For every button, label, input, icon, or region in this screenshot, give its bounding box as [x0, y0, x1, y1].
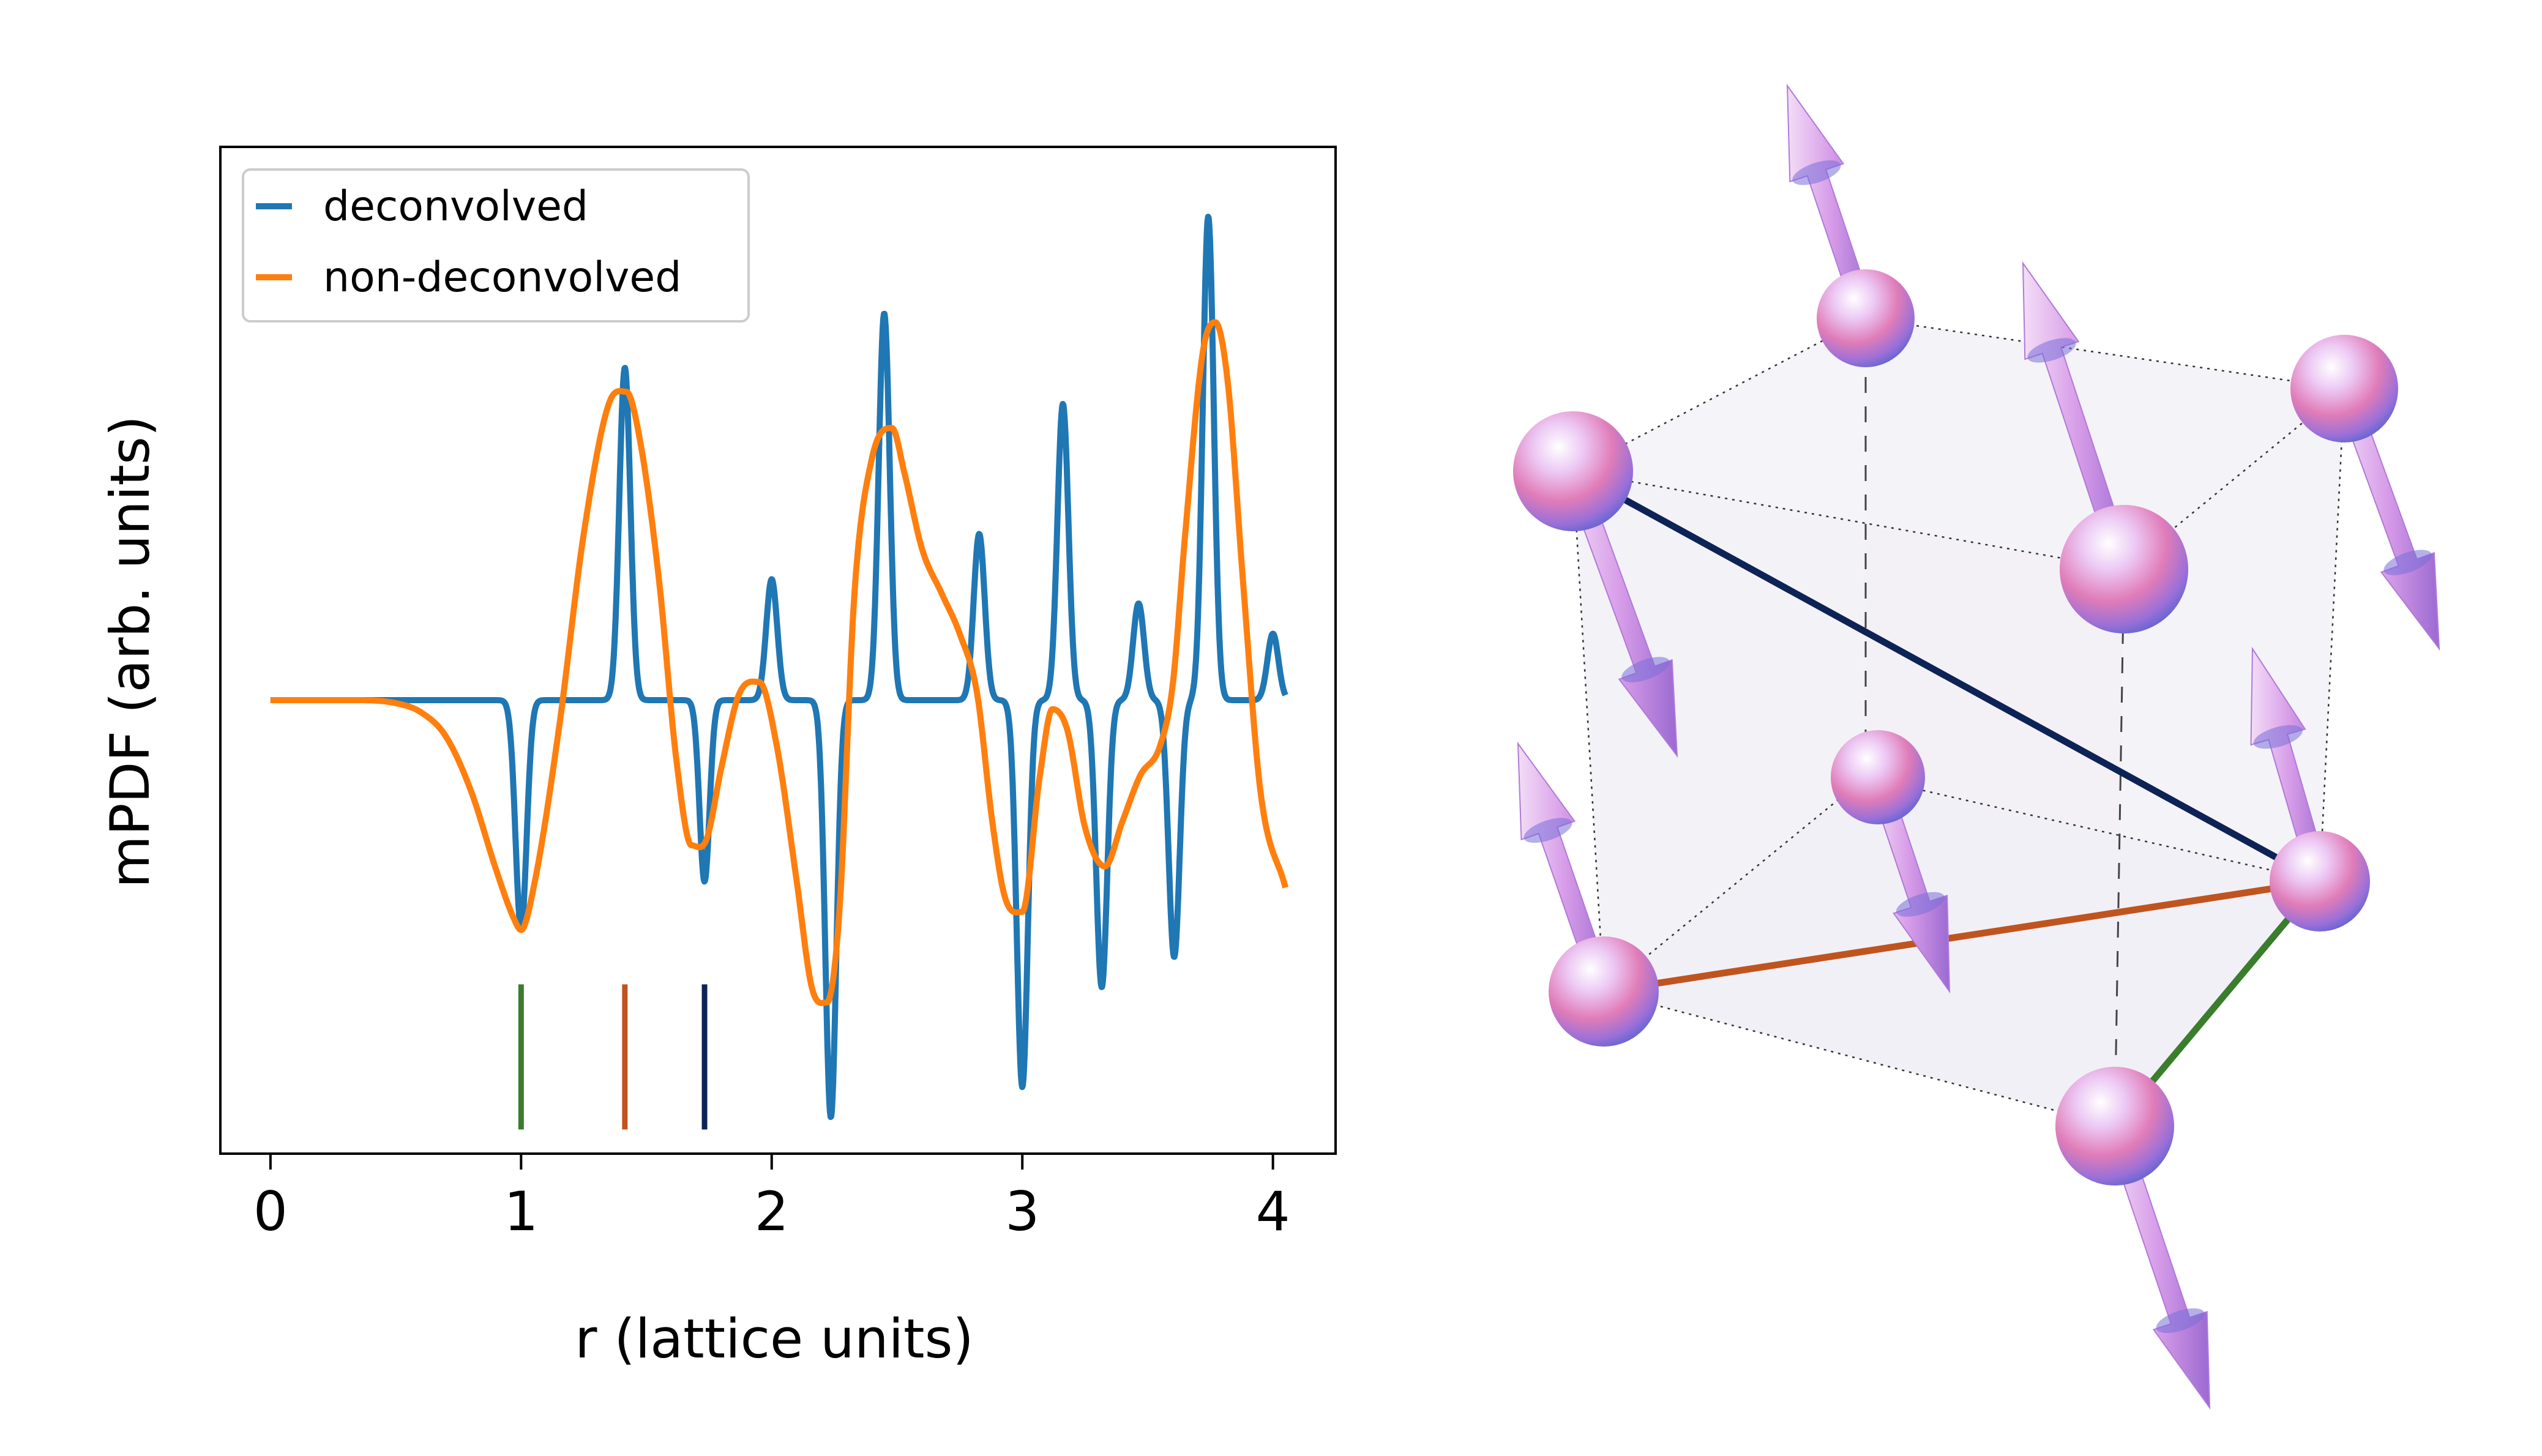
- legend: deconvolved non-deconvolved: [242, 168, 750, 323]
- x-tick-label: 1: [504, 1180, 538, 1243]
- arrow-head-base: [2383, 550, 2432, 575]
- atom-left-top: [1513, 411, 1633, 531]
- arrow-head-base: [2253, 725, 2303, 749]
- arrow-head-base: [2156, 1308, 2205, 1334]
- mpdf-chart: 0 1 2 3 4 r (lattice units) mPDF (arb. units…: [99, 146, 1337, 1370]
- legend-box: [242, 168, 750, 323]
- x-tick-label: 4: [1256, 1180, 1290, 1243]
- legend-label-non-deconvolved: non-deconvolved: [323, 253, 681, 302]
- atom-left-bottom: [1549, 936, 1659, 1047]
- cube-hidden-edges: [1864, 318, 2125, 1127]
- third-neighbor-bond: [1569, 468, 2323, 885]
- spin-lattice-diagram: [1513, 83, 2440, 1410]
- series-line-deconvolved: [267, 214, 1288, 1121]
- x-tick-label: 0: [253, 1180, 288, 1243]
- second-neighbor-bond: [1600, 878, 2323, 995]
- arrow-head-base: [2027, 338, 2076, 363]
- atom-back-top: [1817, 269, 1915, 367]
- atom-front-top: [2060, 505, 2188, 633]
- legend-label-deconvolved: deconvolved: [323, 182, 588, 231]
- atom-front-bottom: [2055, 1067, 2174, 1185]
- atom-right-top: [2290, 335, 2398, 442]
- atom-right-bottom: [2270, 831, 2370, 931]
- y-axis-label: mPDF (arb. units): [99, 416, 162, 888]
- x-axis-label: r (lattice units): [575, 1307, 974, 1370]
- arrow-head-base: [1896, 892, 1945, 917]
- series-line-non-deconvolved: [270, 319, 1288, 1006]
- plot-frame: [219, 146, 1337, 1155]
- arrow-head-base: [1523, 818, 1572, 843]
- x-tick-label: 3: [1005, 1180, 1039, 1243]
- x-tick-label: 2: [755, 1180, 789, 1243]
- arrow-head-base: [1621, 657, 1670, 682]
- series-layer: [267, 214, 1288, 1121]
- atoms: [1513, 83, 2440, 1410]
- atom-back-bottom: [1831, 730, 1925, 824]
- reference-markers: [518, 984, 708, 1130]
- arrow-head-base: [1792, 160, 1841, 185]
- x-ticks: 0 1 2 3 4: [253, 1154, 1290, 1243]
